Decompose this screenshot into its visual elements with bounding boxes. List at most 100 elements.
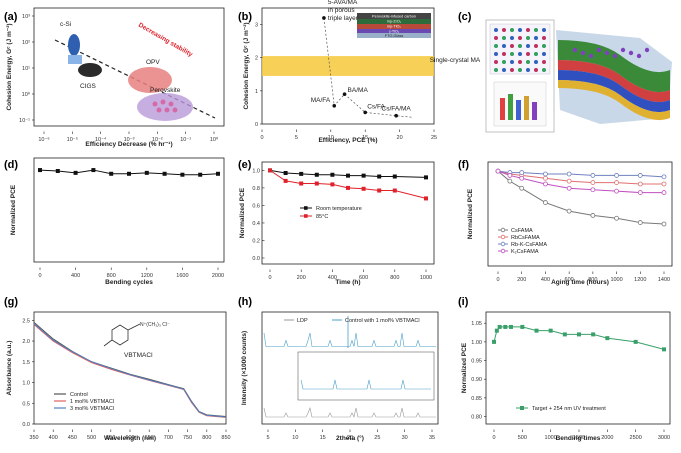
x-tick-label: 15 [362,135,368,141]
series-e-0-point [392,174,397,179]
series-g-0-line [33,321,227,418]
panel-h: LDP Control with 1 mol% VBTMACl 5 10 15 20 25… [241,311,439,442]
series-f-2-point [637,173,643,178]
panel-h-inset-frame [297,351,435,401]
series-e-1-line [269,169,427,199]
lattice-atom [494,44,498,48]
panel-i-x-ticks: 0 500 1000 1500 2000 2500 3000 [492,429,670,441]
x-tick-label: 400 [541,277,550,283]
x-tick-label: 0 [268,275,271,281]
panel-h-axes [261,311,439,425]
lattice-atom [534,52,538,56]
single-crystal-label: Single-crystal MA [430,57,481,64]
legend-label: Control with 1 mol% VBTMACl [345,318,420,324]
ldp-trace [263,406,436,418]
stack-layer-carbon [357,13,431,19]
series-f-3-point [590,187,596,193]
lattice-atom [502,60,506,64]
lattice-atom [526,28,530,32]
lattice-atom [542,28,546,32]
stack-label-fto: FTO-Glass [385,34,404,38]
legend-label: Target + 254 nm UV treatment [532,406,606,412]
panel-b: Single-crystal MA Perovskite-infused car… [243,0,481,144]
x-tick-label: 400 [71,273,80,279]
series-f-3-point [614,188,619,194]
stack-label-zro2: mp-ZrO₂ [387,20,402,24]
legend-marker [304,206,308,210]
x-tick-label: 550 [106,435,115,441]
svg-text:N⁺(CH₃)₃ Cl⁻: N⁺(CH₃)₃ Cl⁻ [140,322,170,328]
lattice-atom [518,44,522,48]
series-f-0-point [590,213,596,218]
y-tick-label: 0.8 [252,186,260,192]
x-tick-label: 5 [295,135,298,141]
panel-label-i: (i) [458,296,469,308]
series-i-line [493,326,665,350]
panel-f-x-label: Aging time (hours) [551,279,609,286]
x-tick-label: 800 [202,435,211,441]
x-tick-label: 2500 [630,435,642,441]
point-label: BA/MA [348,87,369,94]
y-tick-label: 0.6 [252,203,260,209]
panel-e-x-label: Time (h) [335,279,360,286]
series-f-1-point [637,181,643,187]
series-f-2-point [614,173,619,178]
series-f-1-point [543,175,548,181]
panel-a-y-label: Cohesion Energy, Gᶜ (J m⁻²) [6,23,13,110]
data-point [342,92,347,96]
panel-label-h: (h) [238,296,252,308]
x-tick-label: 10⁻⁶ [38,136,49,143]
panel-a-label-opv: OPV [146,59,160,66]
panel-label-a: (a) [4,11,18,23]
series-d-point [127,171,131,176]
crystal-atom [644,47,650,53]
legend-marker [500,234,506,240]
lattice-atom [510,28,514,32]
series-i-point [503,324,508,329]
panel-a-csi-base [68,55,82,64]
inset-trace [300,379,431,390]
x-tick-label: 1000 [420,275,432,281]
y-tick-label: 10⁻¹ [19,118,30,124]
x-tick-label: 10⁻³ [124,137,135,143]
series-d-point [73,170,78,175]
legend-label: Control [70,392,88,398]
series-e-0-line [269,169,427,178]
panel-g-axes [33,311,227,425]
y-tick-label: 1 [255,89,258,95]
x-tick-label: 800 [390,275,399,281]
panel-b-y-ticks: 0 1 2 3 [255,23,263,128]
series-d-point [162,171,167,176]
lattice-atom [526,36,530,40]
series-f-3-point [495,168,501,174]
panel-e-axes [261,161,435,265]
data-point [322,16,326,20]
panel-a-label-csi: c-Si [60,21,71,28]
point-label: Cs/FA [367,103,385,110]
series-e-0-point [424,175,428,180]
stack-label-mptio2: mp-TiO₂ [387,25,402,29]
panel-f-marks [495,168,667,227]
panel-f-x-ticks: 0 200 400 600 800 1000 1200 1400 [496,271,670,283]
lattice-atom [494,68,498,72]
y-tick-label: 0.2 [252,238,260,244]
legend-marker [304,214,308,218]
x-tick-label: 0 [260,135,263,141]
panel-b-x-label: Efficiency, PCE (%) [318,137,377,144]
panel-label-g: (g) [4,296,18,308]
panel-a-opv-blob [128,67,172,93]
series-i-point [605,336,610,341]
x-tick-label: 450 [68,435,77,441]
x-tick-label: 500 [518,435,527,441]
x-tick-label: 20 [397,135,403,141]
panel-e-y-ticks: 0.0 0.2 0.4 0.6 0.8 1.0 [252,168,265,262]
series-e-0-point [346,173,350,178]
series-f-0-point [566,208,572,214]
legend-label: LDP [297,318,308,324]
y-tick-label: 10¹ [22,66,30,72]
panel-g-molecule: N⁺(CH₃)₃ Cl⁻ [103,322,170,347]
x-tick-label: 850 [221,435,230,441]
lattice-atom [518,28,522,32]
series-e-1-point [392,188,397,193]
y-tick-label: 2 [255,56,258,62]
